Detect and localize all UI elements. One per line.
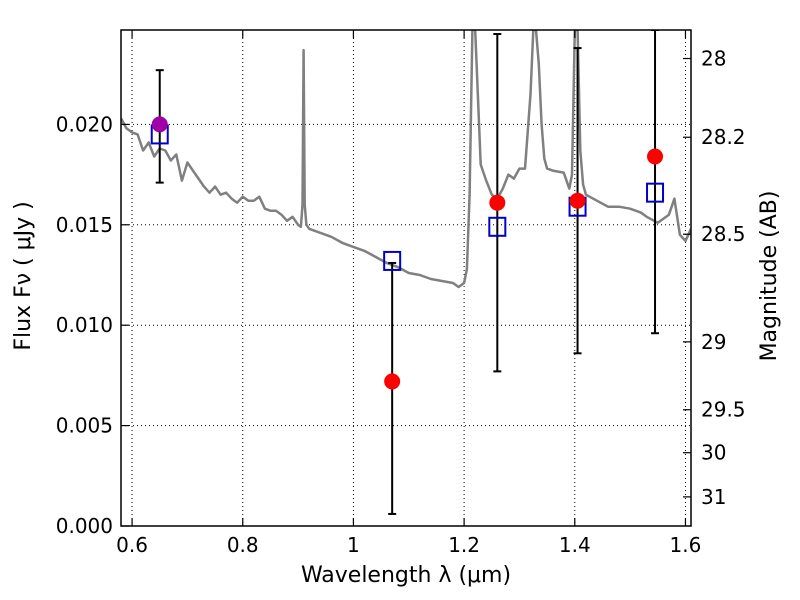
right-tick-label: 28.5: [701, 222, 746, 246]
y-tick-label: 0.015: [56, 213, 113, 237]
y-axis-label: Flux Fν ( μJy ): [11, 201, 36, 350]
x-axis-label: Wavelength λ (μm): [301, 563, 511, 588]
model-square-marker: [646, 182, 665, 203]
x-tick-label: 1.4: [559, 533, 591, 557]
y-tick-label: 0.010: [56, 313, 113, 337]
y-tick-label: 0.020: [56, 112, 113, 136]
right-tick-label: 30: [701, 441, 726, 465]
model-square-marker: [383, 250, 402, 271]
observed-point: [569, 192, 586, 209]
y-tick-label: 0.005: [56, 414, 113, 438]
right-tick-label: 29.5: [701, 398, 746, 422]
x-tick-label: 0.8: [227, 533, 259, 557]
axes: 0.6 0.8 1 1.2 1.4 1.6 0.000 0.005 0.010 0.015 0.02…: [56, 29, 746, 557]
model-square-marker: [488, 216, 507, 237]
right-tick-label: 28: [701, 47, 726, 71]
observed-point: [151, 116, 168, 133]
x-tick-label: 1.6: [670, 533, 702, 557]
right-tick-label: 28.2: [701, 125, 746, 149]
observed-point: [384, 373, 401, 390]
plot-frame: [120, 29, 692, 527]
x-tick-label: 1.2: [448, 533, 480, 557]
x-tick-label: 1: [347, 533, 360, 557]
observed-point: [489, 194, 506, 211]
right-tick-label: 31: [701, 485, 726, 509]
grid: [121, 30, 691, 527]
y-tick-label: 0.000: [56, 514, 113, 538]
plot-area: [121, 30, 691, 515]
right-axis-label: Magnitude (AB): [757, 191, 782, 362]
x-tick-label: 0.6: [116, 533, 148, 557]
right-tick-label: 29: [701, 330, 726, 354]
spectrum-line: [121, 30, 691, 289]
observed-point: [647, 148, 664, 165]
